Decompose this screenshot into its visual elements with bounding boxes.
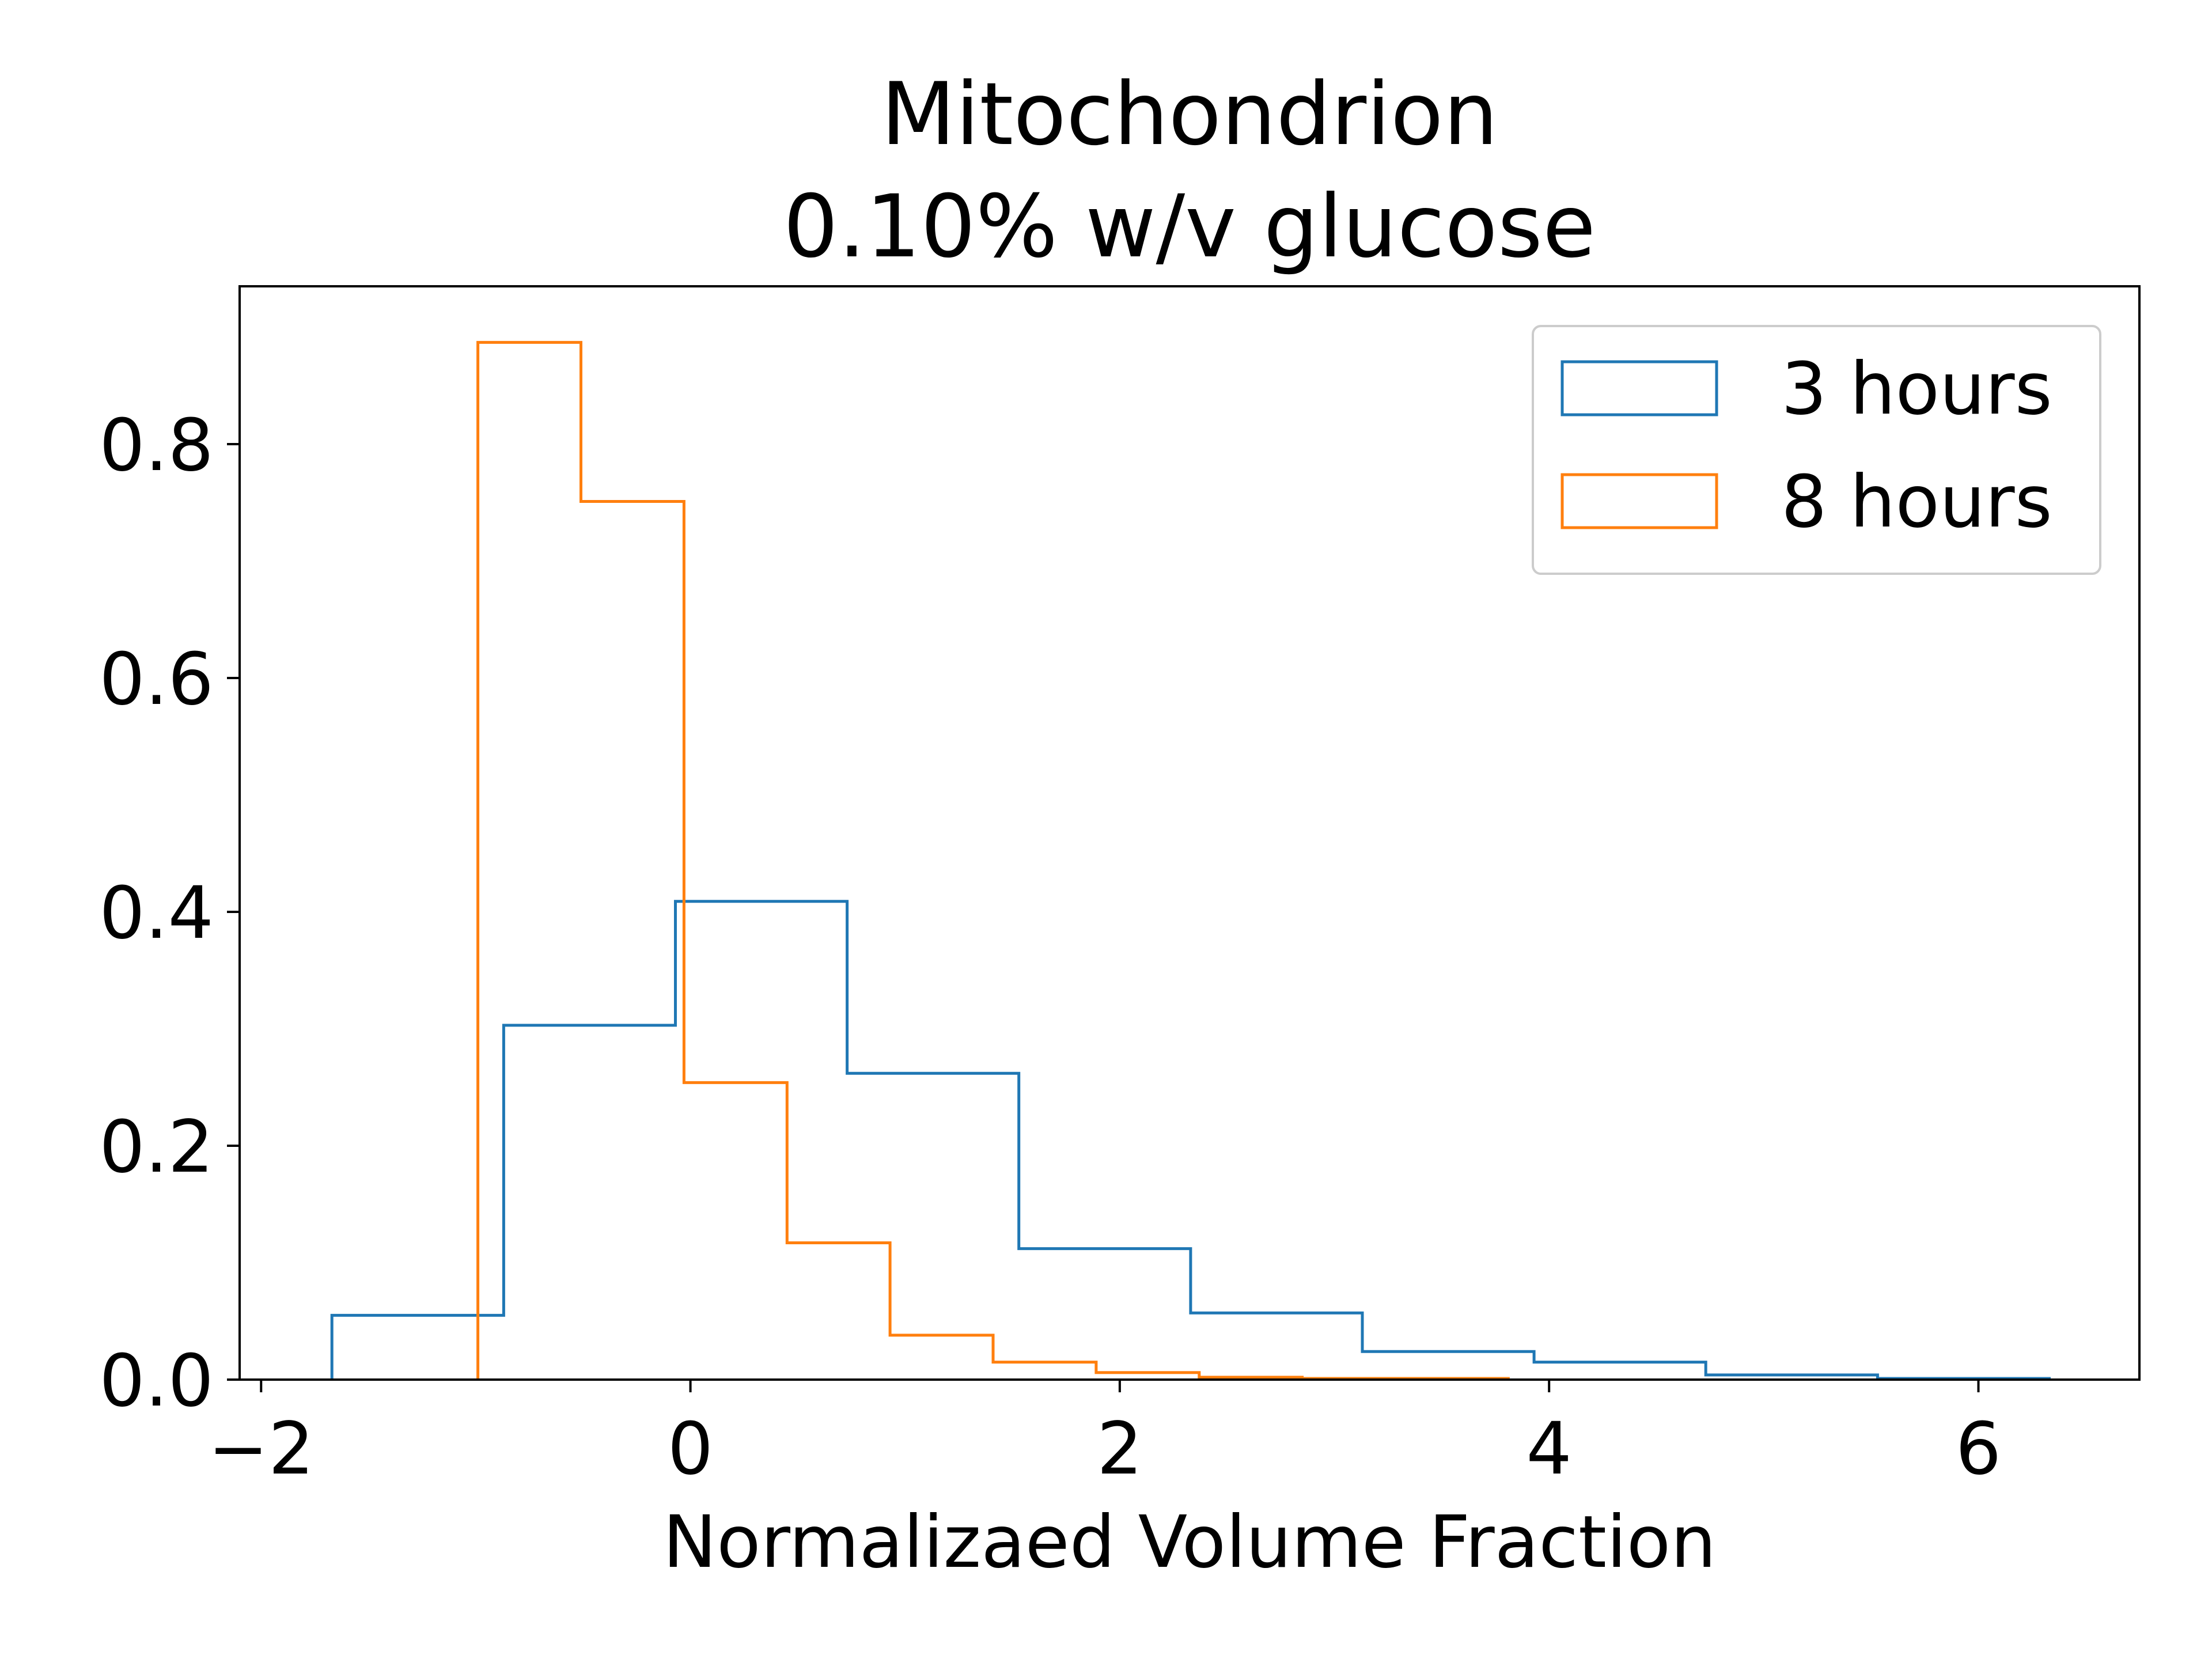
x-axis: −2 0 2 4 6	[208, 1380, 2001, 1491]
x-tick-label: 0	[668, 1407, 714, 1491]
x-tick-label: −2	[208, 1407, 314, 1491]
histogram-step-3-hours	[330, 900, 2051, 1380]
y-tick-label: 0.6	[99, 638, 214, 721]
legend-swatch-8-hours	[1560, 473, 1718, 529]
axes-frame	[238, 285, 2141, 1381]
legend: 3 hours 8 hours	[1532, 325, 2101, 575]
legend-frame	[1532, 325, 2101, 575]
legend-label-3-hours: 3 hours	[1781, 347, 2052, 431]
x-axis-label: Normalizaed Volume Fraction	[663, 1501, 1717, 1584]
x-tick-label: 2	[1097, 1407, 1143, 1491]
x-tick-label: 4	[1526, 1407, 1572, 1491]
plot-area	[330, 340, 2051, 1380]
y-tick-label: 0.2	[99, 1105, 214, 1189]
legend-label-8-hours: 8 hours	[1781, 460, 2052, 544]
legend-swatch-3-hours	[1560, 360, 1718, 416]
chart-subtitle: 0.10% w/v glucose	[783, 177, 1596, 277]
y-axis: 0.0 0.2 0.4 0.6 0.8	[99, 404, 240, 1423]
histogram-step-8-hours	[476, 340, 1510, 1380]
y-tick-label: 0.0	[99, 1339, 214, 1423]
chart-title: Mitochondrion	[881, 65, 1498, 165]
y-tick-label: 0.4	[99, 872, 214, 955]
y-tick-label: 0.8	[99, 404, 214, 487]
x-tick-label: 6	[1956, 1407, 2002, 1491]
